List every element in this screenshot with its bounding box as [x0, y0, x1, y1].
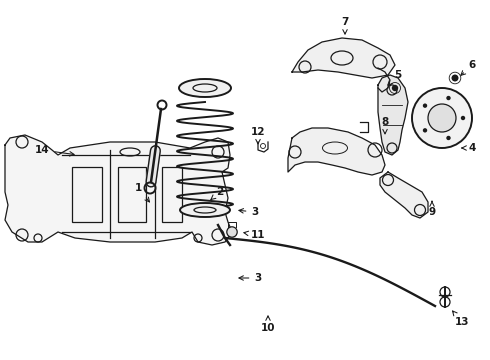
Circle shape — [423, 128, 427, 132]
Circle shape — [392, 85, 398, 91]
Text: 12: 12 — [251, 127, 265, 144]
Bar — [118, 167, 146, 222]
Ellipse shape — [194, 207, 216, 213]
Text: 2: 2 — [211, 187, 223, 199]
Circle shape — [423, 103, 427, 108]
Circle shape — [446, 136, 451, 140]
Text: 3: 3 — [239, 273, 262, 283]
Text: 10: 10 — [261, 316, 275, 333]
Ellipse shape — [180, 203, 230, 217]
Text: 7: 7 — [342, 17, 349, 34]
Polygon shape — [288, 128, 385, 175]
Circle shape — [446, 96, 451, 100]
Text: 3: 3 — [239, 207, 259, 217]
Bar — [72, 167, 102, 222]
Text: 5: 5 — [388, 70, 402, 85]
Text: 14: 14 — [35, 145, 74, 156]
Polygon shape — [378, 75, 408, 155]
Text: 9: 9 — [428, 201, 436, 217]
Polygon shape — [380, 172, 428, 218]
Polygon shape — [292, 38, 395, 78]
Ellipse shape — [179, 79, 231, 97]
Text: 1: 1 — [134, 183, 149, 202]
Ellipse shape — [193, 84, 217, 92]
Circle shape — [227, 227, 237, 237]
Polygon shape — [5, 135, 232, 245]
Bar — [162, 167, 182, 222]
Circle shape — [412, 88, 472, 148]
Text: 4: 4 — [462, 143, 476, 153]
Text: 8: 8 — [381, 117, 389, 134]
Text: 11: 11 — [244, 230, 265, 240]
Text: 6: 6 — [461, 60, 476, 75]
Circle shape — [451, 75, 459, 81]
Circle shape — [428, 104, 456, 132]
Text: 13: 13 — [453, 311, 469, 327]
Circle shape — [461, 116, 465, 120]
